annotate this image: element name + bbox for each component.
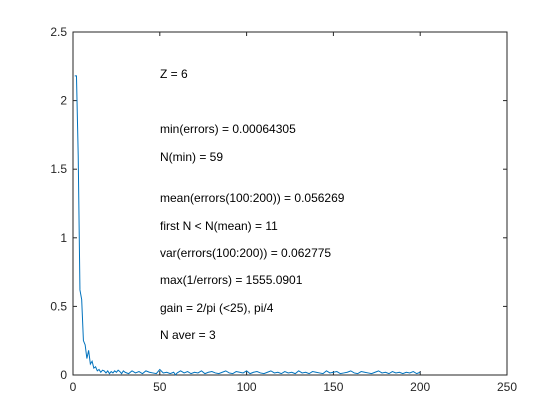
y-tick-label: 2: [60, 94, 67, 108]
y-tick-label: 1.5: [50, 162, 67, 176]
annotation-text: Z = 6: [160, 67, 188, 81]
annotation-text: gain = 2/pi (<25), pi/4: [160, 301, 274, 315]
x-tick-label: 250: [497, 380, 517, 394]
annotation-text: min(errors) = 0.00064305: [160, 122, 296, 136]
plot-area-frame: [72, 31, 508, 376]
series-line: [74, 75, 421, 376]
y-tick-label: 0: [60, 368, 67, 382]
annotation-text: N aver = 3: [160, 328, 216, 342]
x-tick-label: 100: [237, 380, 257, 394]
y-tick-label: 2.5: [50, 25, 67, 39]
x-tick-label: 50: [153, 380, 167, 394]
y-tick-label: 1: [60, 231, 67, 245]
annotation-text: N(min) = 59: [160, 150, 223, 164]
annotation-text: var(errors(100:200)) = 0.062775: [160, 246, 331, 260]
x-tick-label: 200: [410, 380, 430, 394]
axis-ticks: 0 50 100 150 200 250 0 0.5 1 1.5 2 2.5: [50, 25, 517, 394]
y-tick-label: 0.5: [50, 299, 67, 313]
annotation-text: first N < N(mean) = 11: [160, 219, 278, 233]
annotation-text: max(1/errors) = 1555.0901: [160, 273, 303, 287]
x-tick-label: 0: [70, 380, 77, 394]
annotations: Z = 6 min(errors) = 0.00064305 N(min) = 59…: [160, 67, 345, 342]
annotation-text: mean(errors(100:200)) = 0.056269: [160, 191, 345, 205]
plot-series: [74, 75, 421, 376]
axes-box: [72, 31, 508, 376]
x-tick-label: 150: [323, 380, 343, 394]
